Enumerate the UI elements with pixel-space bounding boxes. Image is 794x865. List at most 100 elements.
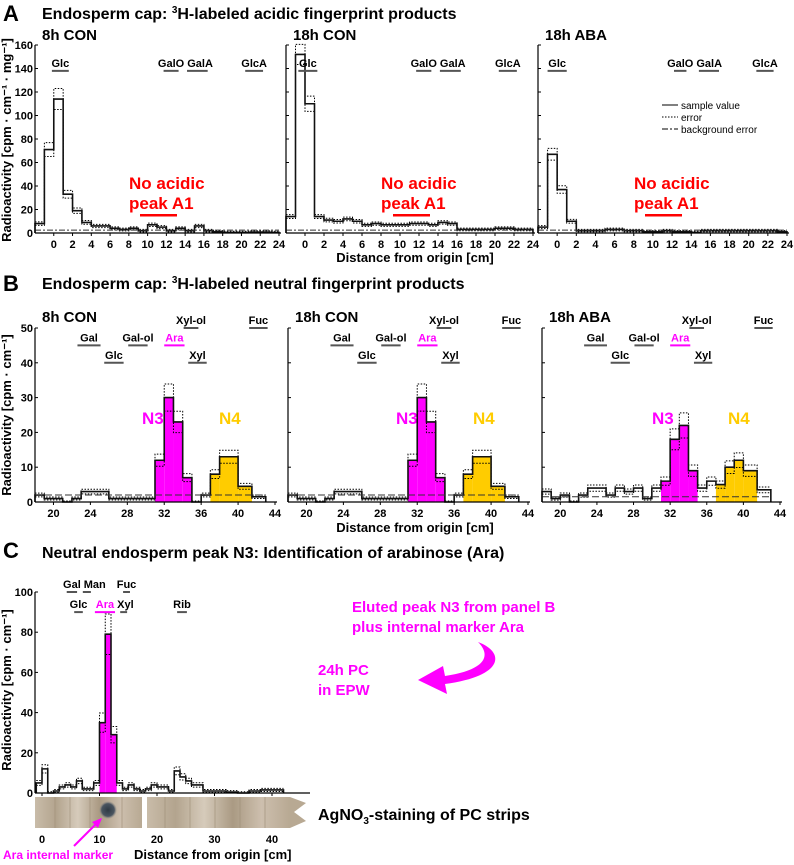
x-tick-label: 10: [647, 239, 659, 251]
y-tick-label: 100: [15, 587, 33, 599]
x-tick-label: 28: [121, 508, 133, 520]
sugar-marker-label: Ara: [671, 332, 690, 344]
panel-b-xlabel: Distance from origin [cm]: [336, 520, 493, 535]
x-tick-label: 20: [489, 239, 501, 251]
sugar-marker-label: GlcA: [752, 58, 778, 70]
y-tick-label: 80: [21, 627, 33, 639]
sugar-marker-label: Glc: [358, 350, 376, 362]
panel-a-ylabel: Radioactivity [cpm · cm⁻¹ · mg⁻¹]: [0, 38, 14, 242]
x-tick-label: 16: [451, 239, 463, 251]
y-tick-label: 140: [15, 64, 33, 76]
x-tick-label: 32: [158, 508, 170, 520]
highlight-bar: [219, 456, 239, 502]
chart-title: 8h CON: [42, 27, 97, 44]
sugar-marker-label: Gal-ol: [628, 332, 659, 344]
x-tick-label: 36: [448, 508, 460, 520]
legend-background: background error: [681, 125, 758, 136]
x-tick-label: 2: [573, 239, 579, 251]
x-tick-label: 20: [300, 508, 312, 520]
x-tick-label: 18: [470, 239, 482, 251]
ara-marker-arrow: [73, 818, 102, 847]
y-tick-label: 0: [27, 228, 33, 240]
staining-label: AgNO3-staining of PC strips: [318, 807, 530, 827]
highlight-bar: [164, 397, 174, 502]
highlight-bar: [463, 474, 473, 502]
highlight-bar: [210, 474, 220, 502]
x-tick-label: 10: [141, 239, 153, 251]
y-tick-label: 0: [27, 497, 33, 509]
sugar-marker-label: Glc: [299, 58, 317, 70]
x-tick-label: 28: [374, 508, 386, 520]
sugar-marker-label: Gal-ol: [122, 332, 153, 344]
sugar-marker-label: Xyl: [442, 350, 459, 362]
n4-label-b1: N4: [219, 409, 241, 428]
panel-letter-a: A: [3, 1, 19, 26]
x-tick-label: 6: [107, 239, 113, 251]
highlight-bar: [111, 734, 117, 793]
sample-value-line: [35, 633, 285, 794]
highlight-bar: [417, 397, 427, 502]
x-tick-label: 6: [359, 239, 365, 251]
sugar-marker-label: Glc: [51, 58, 69, 70]
x-tick-label: 0: [51, 239, 57, 251]
x-tick-label: 24: [781, 239, 794, 251]
eluted-peak-text-1: Eluted peak N3 from panel B: [352, 599, 556, 616]
y-tick-label: 60: [21, 158, 33, 170]
x-tick-label: 16: [198, 239, 210, 251]
x-tick-label: 0: [302, 239, 308, 251]
x-tick-label: 40: [737, 508, 749, 520]
chart-title: 18h ABA: [545, 27, 607, 44]
panel-a-xlabel: Distance from origin [cm]: [336, 250, 493, 265]
sugar-marker-label: GalO: [667, 58, 694, 70]
n3-label-b1: N3: [142, 409, 164, 428]
y-tick-label: 80: [21, 134, 33, 146]
legend: sample value error background error: [662, 101, 758, 136]
x-tick-label: 24: [591, 508, 604, 520]
x-tick-label: 12: [160, 239, 172, 251]
highlight-bar: [715, 484, 726, 502]
highlight-bar: [173, 421, 183, 502]
x-tick-label: 2: [69, 239, 75, 251]
svg-text:peak A1: peak A1: [381, 194, 446, 213]
error-lower-line: [36, 653, 284, 794]
panel-c-xlabel: Distance from origin [cm]: [134, 847, 291, 862]
x-tick-label: 32: [664, 508, 676, 520]
x-tick-label: 36: [701, 508, 713, 520]
svg-text:No acidic: No acidic: [634, 174, 710, 193]
x-tick-label: 24: [337, 508, 350, 520]
chart-b3: 20 24 28 32 36 40 44 18h ABA Xyl-ol Fuc Gal Gal-ol A…: [541, 309, 787, 520]
panel-a-title: Endosperm cap: 3H-labeled acidic fingerp…: [42, 5, 457, 23]
y-tick-label: 100: [15, 111, 33, 123]
chart-title: 18h CON: [293, 27, 356, 44]
x-tick-label: 32: [411, 508, 423, 520]
x-tick-label: 8: [378, 239, 384, 251]
highlight-bar: [426, 421, 436, 502]
error-upper-line: [36, 613, 284, 793]
sugar-marker-label: Gal: [63, 579, 81, 591]
y-tick-label: 20: [21, 748, 33, 760]
highlight-bar: [688, 470, 698, 502]
x-tick-label: 20: [47, 508, 59, 520]
svg-text:peak A1: peak A1: [129, 194, 194, 213]
y-tick-label: 10: [21, 462, 33, 474]
y-tick-label: 160: [15, 40, 33, 52]
sugar-marker-label: Xyl-ol: [682, 315, 712, 327]
sugar-marker-label: Ara: [418, 332, 437, 344]
x-tick-label: 8: [126, 239, 132, 251]
x-tick-label: 30: [208, 834, 220, 846]
x-tick-label: 40: [485, 508, 497, 520]
x-tick-label: 8: [631, 239, 637, 251]
sugar-marker-label: GalA: [440, 58, 466, 70]
x-tick-label: 24: [527, 239, 540, 251]
x-tick-label: 28: [627, 508, 639, 520]
sugar-marker-label: GlcA: [241, 58, 267, 70]
sugar-marker-label: Ara: [165, 332, 184, 344]
x-tick-label: 16: [704, 239, 716, 251]
sugar-marker-label: Glc: [548, 58, 566, 70]
panel-letter-c: C: [3, 538, 19, 563]
error-upper-line: [538, 147, 787, 232]
